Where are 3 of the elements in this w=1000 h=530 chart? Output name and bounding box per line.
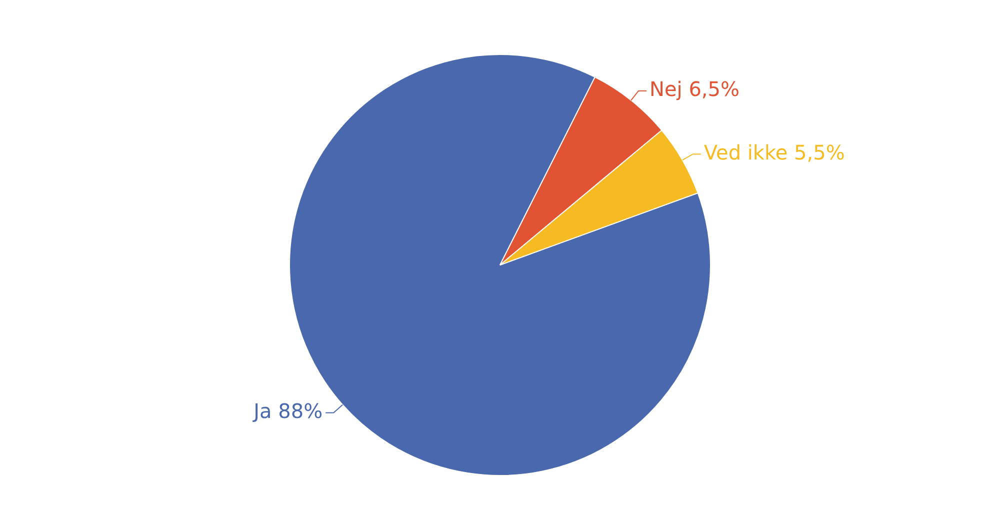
- slice-label: Nej 6,5%: [650, 77, 740, 102]
- slice-label: Ja 88%: [252, 398, 323, 423]
- slice-label: Ved ikke 5,5%: [704, 140, 845, 164]
